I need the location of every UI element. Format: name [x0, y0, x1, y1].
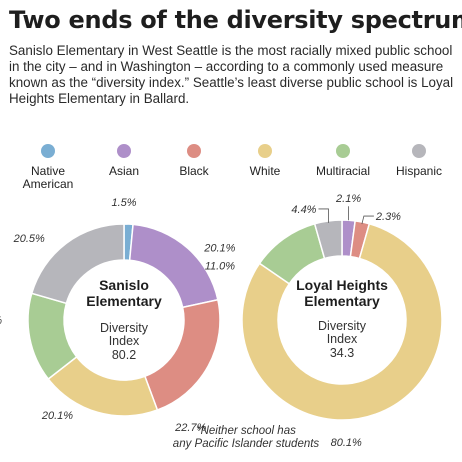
sanislo-donut: 1.5% 20.1% 22.7% 20.1% 15.0% 20.5% Sanislo El… — [0, 197, 236, 434]
legend-label-asian: Asian — [109, 164, 139, 178]
sanislo-slice-hispanic — [30, 223, 125, 305]
loyal-heights-value-label-hispanic: 4.4% — [291, 204, 316, 216]
sanislo-index-label-2: Index — [109, 334, 140, 348]
loyal-heights-index-value: 34.3 — [330, 346, 354, 360]
loyal-heights-school-name: Loyal Heights — [296, 277, 388, 293]
sanislo-value-label-black: 22.7% — [174, 422, 206, 434]
sanislo-index-value: 80.2 — [112, 348, 136, 362]
loyal-heights-value-label-white: 80.1% — [331, 437, 362, 449]
legend-swatch-asian — [117, 144, 131, 158]
intro-text: Sanislo Elementary in West Seattle is th… — [9, 43, 454, 106]
legend-swatch-native-american — [41, 144, 55, 158]
legend-swatch-hispanic — [412, 144, 426, 158]
sanislo-school-name: Sanislo — [99, 277, 149, 293]
loyal-heights-value-label-black: 2.3% — [375, 211, 401, 223]
sanislo-slice-black — [143, 298, 221, 411]
sanislo-value-label-white: 20.1% — [41, 410, 73, 422]
loyal-heights-donut: 2.1% 2.3% 80.1% 11.0% 4.4% Loyal Heights Ele… — [205, 193, 443, 449]
loyal-heights-value-label-asian: 2.1% — [335, 193, 361, 205]
legend-label-black: Black — [179, 164, 209, 178]
sanislo-school-name-2: Elementary — [86, 293, 162, 309]
legend-swatch-black — [187, 144, 201, 158]
legend-swatch-white — [258, 144, 272, 158]
sanislo-value-label-hispanic: 20.5% — [13, 233, 45, 245]
loyal-heights-slice-hispanic — [313, 219, 343, 260]
loyal-heights-school-name-2: Elementary — [304, 293, 380, 309]
loyal-heights-slice-white — [241, 222, 443, 421]
sanislo-index-label-1: Diversity — [100, 321, 149, 335]
legend-label-multiracial: Multiracial — [316, 164, 370, 178]
sanislo-value-label-asian: 20.1% — [203, 243, 235, 255]
legend-label-white: White — [250, 164, 281, 178]
page-title: Two ends of the diversity spectrum — [9, 6, 462, 34]
footnote-line-2: any Pacific Islander students — [173, 438, 320, 450]
loyal-heights-leader-hispanic — [318, 208, 329, 223]
loyal-heights-index-label-1: Diversity — [318, 319, 367, 333]
legend-label-american: American — [23, 177, 74, 191]
legend-label-native: Native — [31, 164, 65, 178]
loyal-heights-index-label-2: Index — [327, 332, 358, 346]
sanislo-value-label-multiracial: 15.0% — [0, 315, 2, 327]
loyal-heights-leader-black — [361, 215, 374, 225]
sanislo-value-label-native-american: 1.5% — [111, 197, 136, 209]
footnote-line-1: *Neither school has — [196, 425, 296, 437]
legend-swatch-multiracial — [336, 144, 350, 158]
loyal-heights-value-label-multiracial: 11.0% — [205, 261, 236, 273]
legend-label-hispanic: Hispanic — [396, 164, 442, 178]
